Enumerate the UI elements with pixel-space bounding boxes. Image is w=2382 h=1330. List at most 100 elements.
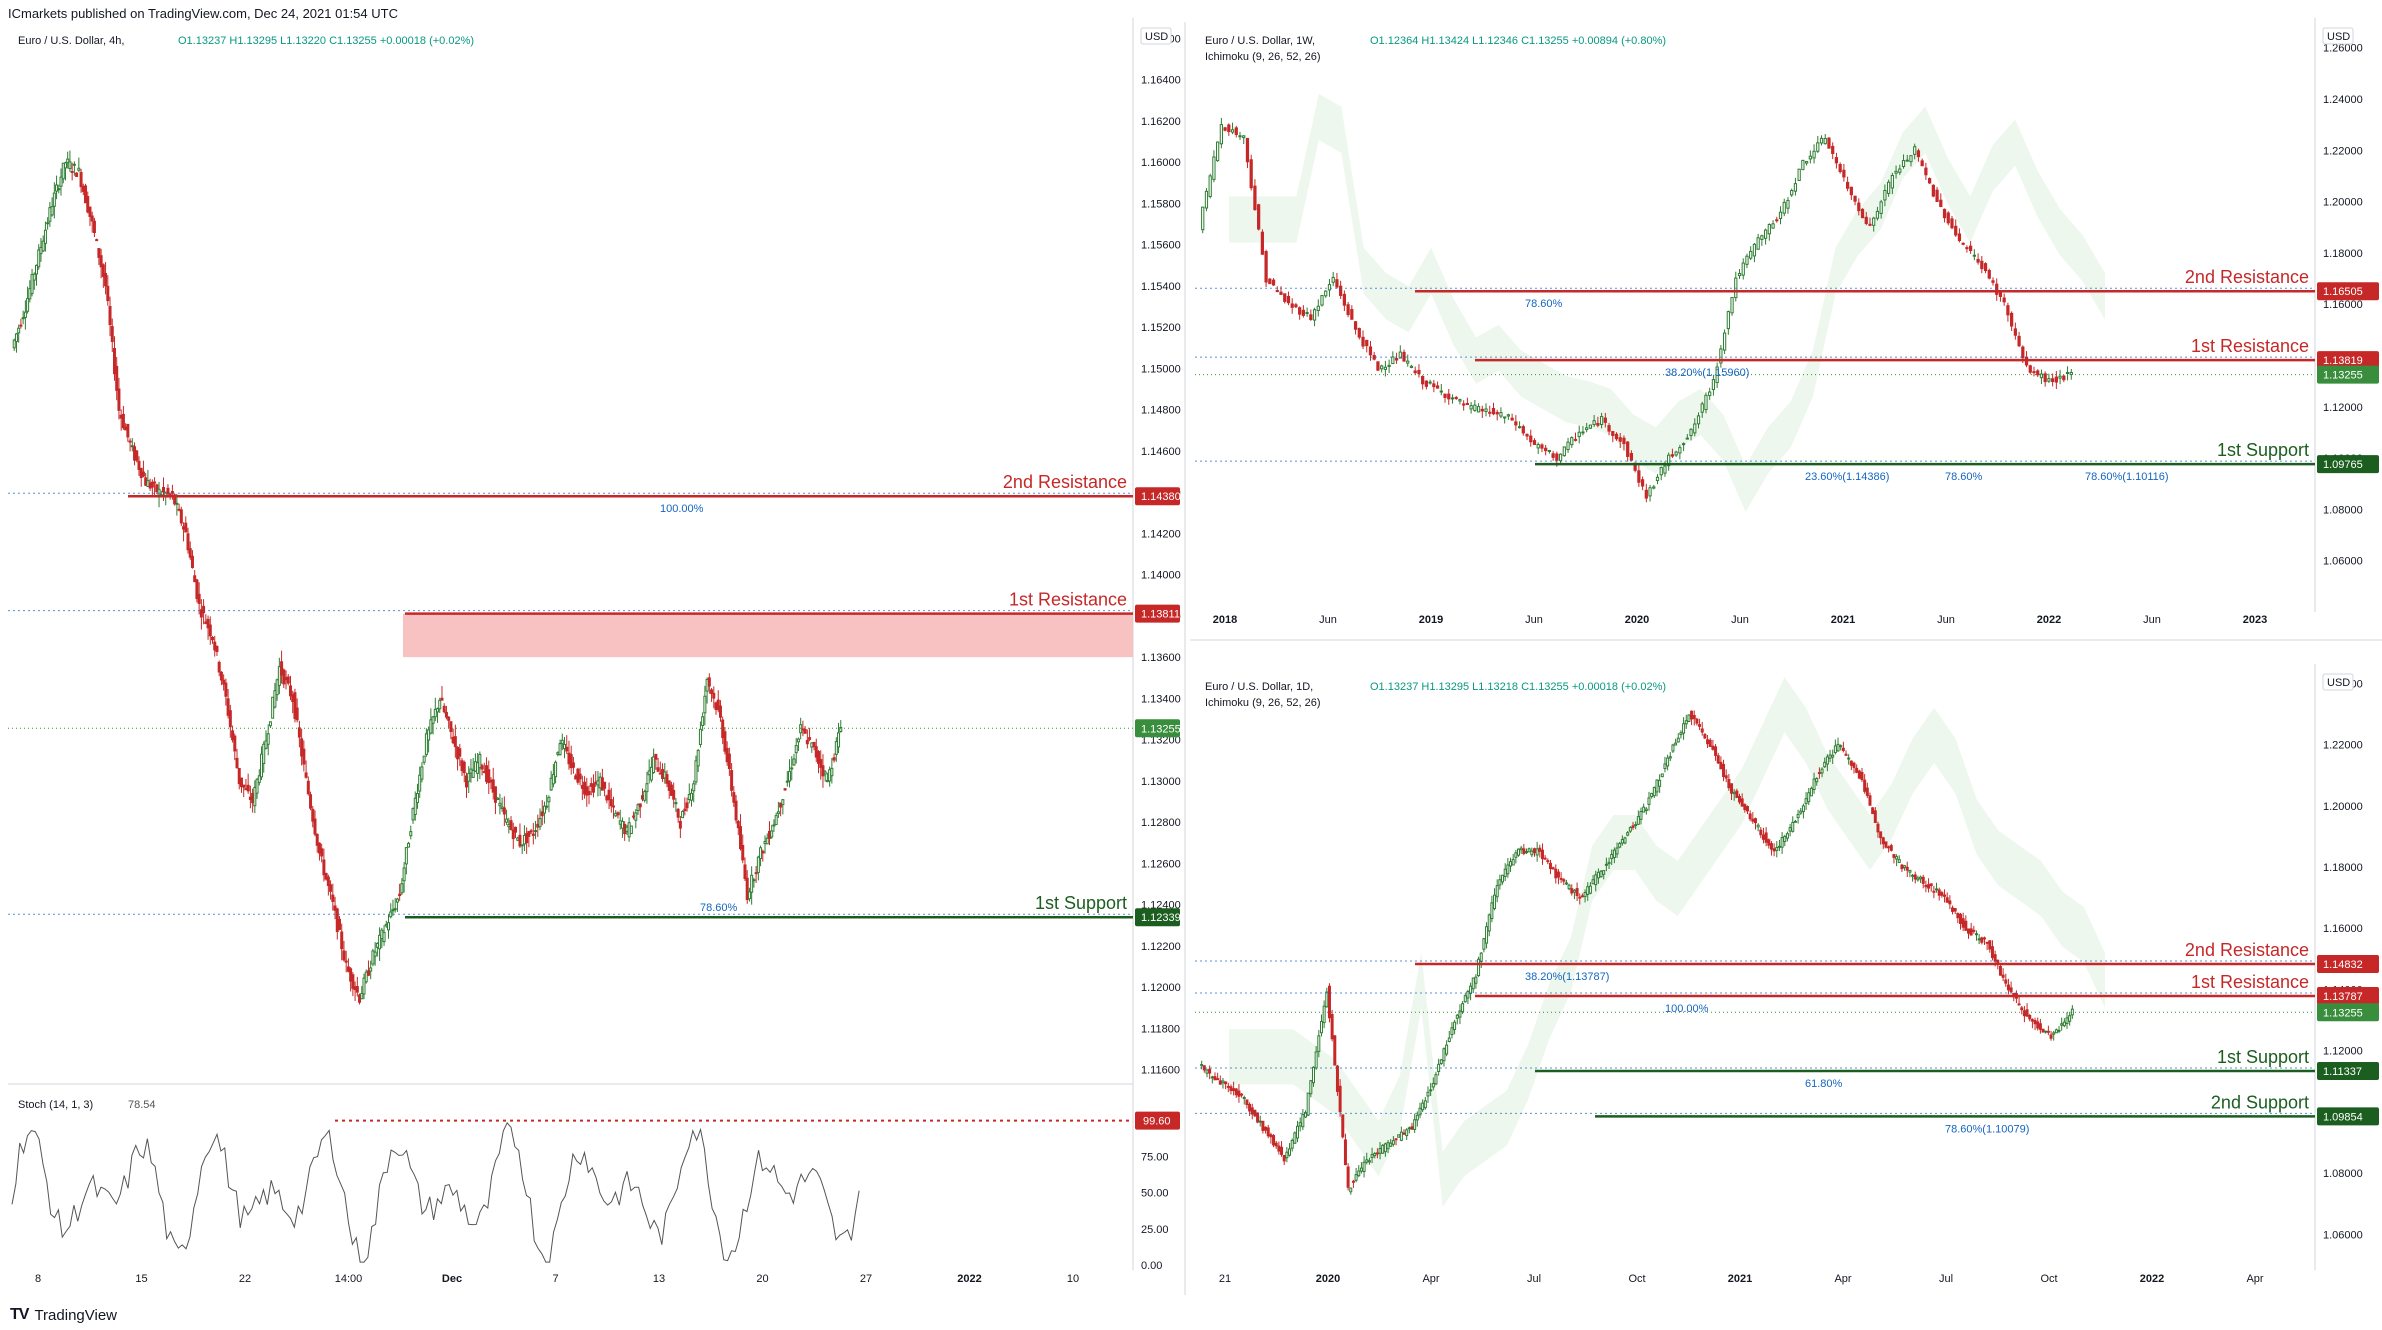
candle-body bbox=[1825, 756, 1829, 765]
candle-body bbox=[226, 698, 230, 716]
candle-body bbox=[1644, 489, 1648, 499]
candle-body bbox=[690, 792, 694, 801]
candle-body bbox=[1335, 279, 1339, 288]
candle-body bbox=[1398, 351, 1402, 359]
candle-body bbox=[1905, 159, 1909, 162]
candle-body bbox=[1604, 863, 1608, 866]
candle-body bbox=[589, 783, 593, 787]
level-label: 2nd Resistance bbox=[1003, 472, 1127, 492]
level-label: 1st Resistance bbox=[1009, 590, 1127, 610]
candle-body bbox=[1357, 328, 1361, 338]
candle-body bbox=[291, 694, 295, 703]
candle-body bbox=[1626, 441, 1630, 457]
candle-body bbox=[1234, 1088, 1238, 1096]
candle-body bbox=[1745, 255, 1749, 265]
candle-body bbox=[1943, 894, 1947, 897]
candle-body bbox=[1868, 795, 1872, 806]
y-tick-label: 1.14200 bbox=[1141, 528, 1181, 540]
candle-body bbox=[1232, 1088, 1236, 1092]
candle-body bbox=[1908, 869, 1912, 873]
candle-body bbox=[1886, 181, 1891, 194]
candle-body bbox=[745, 877, 749, 901]
candle-body bbox=[1320, 295, 1324, 306]
candle-body bbox=[2006, 984, 2010, 991]
candle-body bbox=[701, 716, 705, 726]
candle-body bbox=[632, 815, 636, 818]
candle-body bbox=[718, 705, 722, 718]
candle-body bbox=[2062, 375, 2066, 381]
candle-body bbox=[208, 624, 212, 637]
candle-body bbox=[1884, 841, 1888, 848]
candle-body bbox=[175, 502, 179, 505]
candle-body bbox=[431, 716, 435, 724]
candle-body bbox=[634, 812, 638, 821]
candle-body bbox=[1258, 1120, 1262, 1123]
candle-body bbox=[551, 774, 555, 785]
candle-body bbox=[1521, 426, 1525, 434]
candle-body bbox=[823, 771, 827, 775]
candle-body bbox=[1817, 772, 1821, 775]
candle-body bbox=[759, 847, 763, 860]
candle-body bbox=[1972, 254, 1976, 257]
candle-body bbox=[1519, 847, 1523, 851]
candle-body bbox=[645, 783, 649, 793]
candle-body bbox=[1935, 888, 1939, 891]
candle-body bbox=[77, 167, 81, 171]
stoch-tick: 75.00 bbox=[1141, 1151, 1169, 1163]
candle-body bbox=[288, 685, 292, 697]
level-price-tag bbox=[2317, 954, 2379, 973]
candle-body bbox=[1338, 1085, 1342, 1113]
candle-body bbox=[326, 876, 330, 887]
candle-body bbox=[783, 788, 787, 791]
candle-body bbox=[246, 784, 250, 792]
candle-body bbox=[266, 733, 270, 745]
candle-body bbox=[251, 792, 255, 804]
candle-body bbox=[1591, 879, 1595, 885]
candle-body bbox=[1924, 167, 1928, 176]
x-tick-label: Jun bbox=[1731, 614, 1749, 626]
candle-body bbox=[1580, 895, 1584, 898]
candle-body bbox=[447, 716, 451, 721]
resistance-zone bbox=[403, 613, 1133, 658]
candle-body bbox=[271, 696, 275, 719]
candle-body bbox=[179, 509, 183, 524]
candle-body bbox=[1406, 360, 1410, 364]
candle-body bbox=[1614, 433, 1619, 440]
candle-body bbox=[770, 830, 774, 838]
candle-body bbox=[72, 163, 76, 166]
candle-body bbox=[1367, 1160, 1371, 1163]
y-tick-label: 1.15800 bbox=[1141, 198, 1181, 210]
candle-body bbox=[128, 440, 132, 443]
candle-body bbox=[1977, 938, 1981, 941]
candle-body bbox=[451, 736, 455, 744]
y-tick-label: 1.22000 bbox=[2323, 740, 2363, 752]
currency-box bbox=[2322, 673, 2354, 691]
candle-body bbox=[1573, 438, 1578, 441]
candle-body bbox=[1218, 1080, 1222, 1085]
candle-body bbox=[527, 831, 531, 837]
y-tick-label: 1.15000 bbox=[1141, 363, 1181, 375]
candle-body bbox=[237, 767, 241, 785]
candle-body bbox=[1473, 404, 1477, 411]
candle-body bbox=[712, 692, 716, 699]
candle-body bbox=[1418, 1107, 1422, 1116]
candle-body bbox=[41, 240, 45, 252]
candle-body bbox=[371, 950, 375, 965]
candle-body bbox=[1760, 235, 1764, 240]
candle-body bbox=[2021, 346, 2025, 359]
candle-body bbox=[1311, 1066, 1315, 1084]
tradingview-footer[interactable]: TV TradingView bbox=[10, 1306, 117, 1324]
fib-label: 78.60% bbox=[1945, 471, 1983, 483]
candle-body bbox=[1548, 862, 1552, 870]
candle-body bbox=[1306, 1092, 1310, 1116]
candle-body bbox=[1349, 1187, 1353, 1193]
level-price-label: 1.13787 bbox=[2323, 991, 2363, 1003]
candle-body bbox=[516, 837, 520, 841]
candle-body bbox=[663, 771, 667, 779]
candle-body bbox=[2057, 1029, 2061, 1032]
candle-body bbox=[1305, 312, 1309, 315]
candle-body bbox=[834, 741, 838, 755]
candle-body bbox=[796, 738, 800, 743]
candle-body bbox=[2001, 974, 2005, 978]
candle-body bbox=[1333, 1035, 1337, 1066]
